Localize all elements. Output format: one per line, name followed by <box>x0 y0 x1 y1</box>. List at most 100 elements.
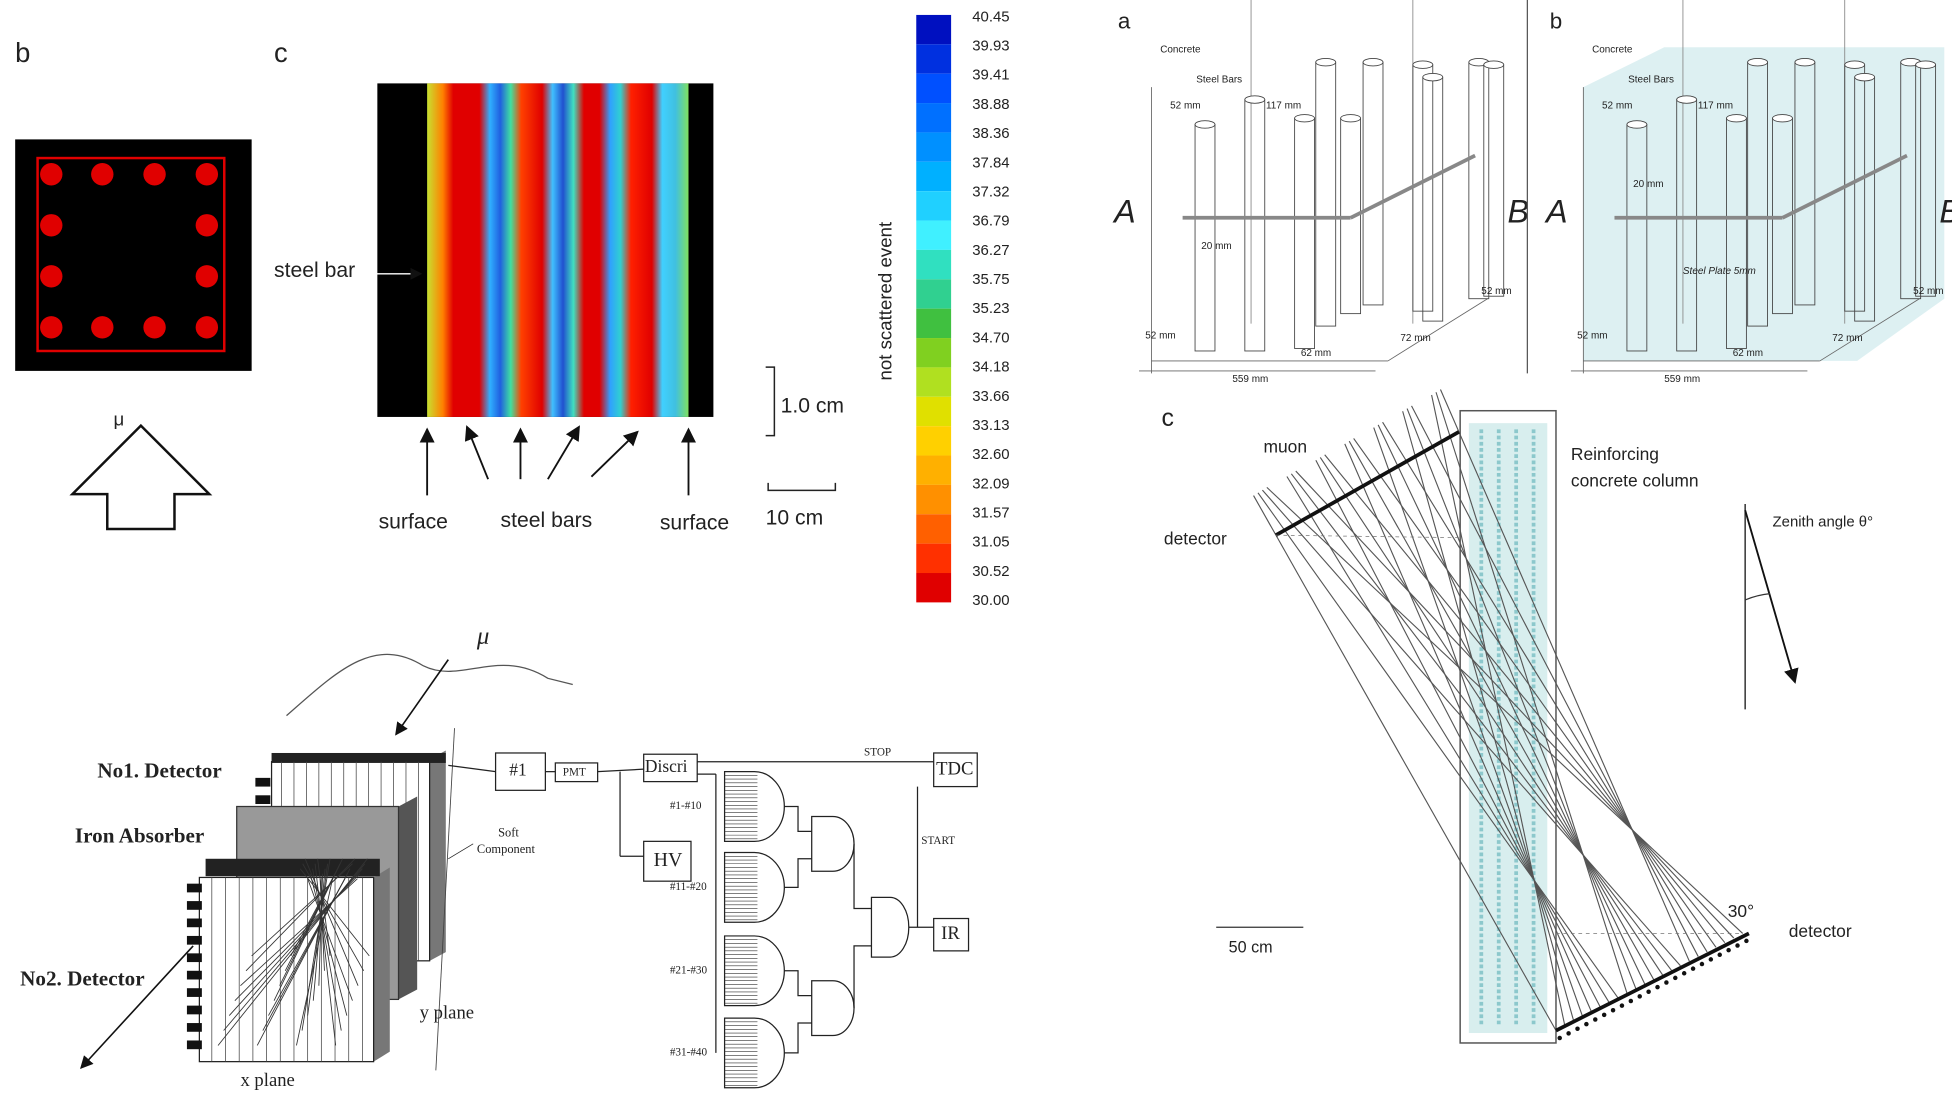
label: 20 mm <box>1201 241 1231 252</box>
label: 52 mm <box>1577 331 1607 342</box>
shape <box>916 514 952 544</box>
wire <box>784 805 812 833</box>
line <box>1387 298 1488 362</box>
shape <box>186 883 202 893</box>
line <box>1266 486 1744 934</box>
label: surface <box>379 510 448 533</box>
shape <box>916 573 952 603</box>
absorber-side <box>398 796 418 1000</box>
label: Steel Bars <box>1628 74 1674 85</box>
line <box>1373 427 1584 1017</box>
label: 35.75 <box>972 271 1009 288</box>
line <box>1431 394 1566 1027</box>
shape <box>1244 99 1266 352</box>
line <box>1781 153 1908 220</box>
steel-bar-dot <box>40 265 63 288</box>
line <box>435 728 455 1071</box>
hit <box>1673 975 1678 981</box>
label: 39.41 <box>972 67 1009 84</box>
line <box>1315 459 1601 1008</box>
label: Iron Absorber <box>75 823 204 847</box>
hit <box>1717 952 1722 958</box>
label: 38.36 <box>972 125 1009 142</box>
steel-bar-dot <box>91 316 114 339</box>
line <box>317 858 331 956</box>
bar-top <box>1194 120 1216 129</box>
label: 30.00 <box>972 592 1009 609</box>
hit <box>1699 961 1705 967</box>
label: 10 cm <box>766 507 824 530</box>
steel-bar-dot <box>195 214 219 237</box>
plate-box <box>1583 47 1945 361</box>
label: a <box>1118 8 1131 33</box>
bar-top <box>1747 58 1768 67</box>
shape <box>916 338 952 368</box>
line <box>1435 392 1628 994</box>
steel-bar-dot <box>40 214 63 237</box>
label: 36.79 <box>972 213 1009 230</box>
hit <box>1655 984 1660 990</box>
line <box>301 858 331 1031</box>
label: 559 mm <box>1664 374 1700 385</box>
line <box>464 425 489 480</box>
line <box>1275 430 1460 537</box>
line <box>1324 454 1726 944</box>
and-gate <box>811 980 855 1037</box>
shape <box>186 1005 202 1015</box>
bar-top <box>1772 114 1793 123</box>
label: Reinforcing <box>1571 444 1659 464</box>
shape <box>255 795 271 805</box>
wire <box>908 786 934 928</box>
label: IR <box>941 923 960 944</box>
shape <box>1315 61 1337 327</box>
label: detector <box>1164 529 1227 549</box>
shape <box>916 308 952 339</box>
hit <box>1726 947 1731 953</box>
line <box>80 945 194 1070</box>
label: Soft <box>498 826 519 840</box>
shape <box>186 918 202 928</box>
and-gate <box>723 935 785 1007</box>
hit <box>1610 1008 1616 1013</box>
label: 32.60 <box>972 446 1009 463</box>
line <box>312 868 342 1031</box>
label: 31.57 <box>972 505 1009 522</box>
hit <box>1681 971 1687 976</box>
label: 37.32 <box>972 183 1009 200</box>
shape <box>916 14 952 45</box>
shape <box>916 191 952 221</box>
label: 37.84 <box>972 154 1009 171</box>
shape <box>916 455 952 485</box>
shape <box>1483 64 1505 297</box>
label: A <box>1112 194 1136 230</box>
shape <box>1468 61 1490 300</box>
shape <box>916 103 952 133</box>
line <box>395 659 449 736</box>
label: 1.0 cm <box>781 395 844 418</box>
trajectory <box>286 653 573 717</box>
plate-side <box>429 750 446 961</box>
shape <box>36 156 226 353</box>
line <box>547 425 580 480</box>
line <box>1377 424 1646 985</box>
line <box>597 768 644 773</box>
label: not scattered event <box>874 221 895 380</box>
label: B <box>1939 194 1952 230</box>
hit <box>1601 1012 1607 1018</box>
line <box>1348 440 1655 980</box>
shape <box>186 935 202 945</box>
label: 559 mm <box>1232 374 1268 385</box>
scale-bar <box>765 366 776 437</box>
line <box>1382 421 1708 953</box>
label: Discri <box>645 756 688 776</box>
bar-top <box>1854 72 1876 82</box>
label: #1-#10 <box>670 800 702 812</box>
wire <box>853 843 872 910</box>
shape <box>494 752 546 791</box>
label: surface <box>660 512 729 535</box>
shape <box>933 917 970 952</box>
shape <box>186 901 202 910</box>
label: Steel Bars <box>1196 74 1242 85</box>
hit <box>1690 966 1696 971</box>
